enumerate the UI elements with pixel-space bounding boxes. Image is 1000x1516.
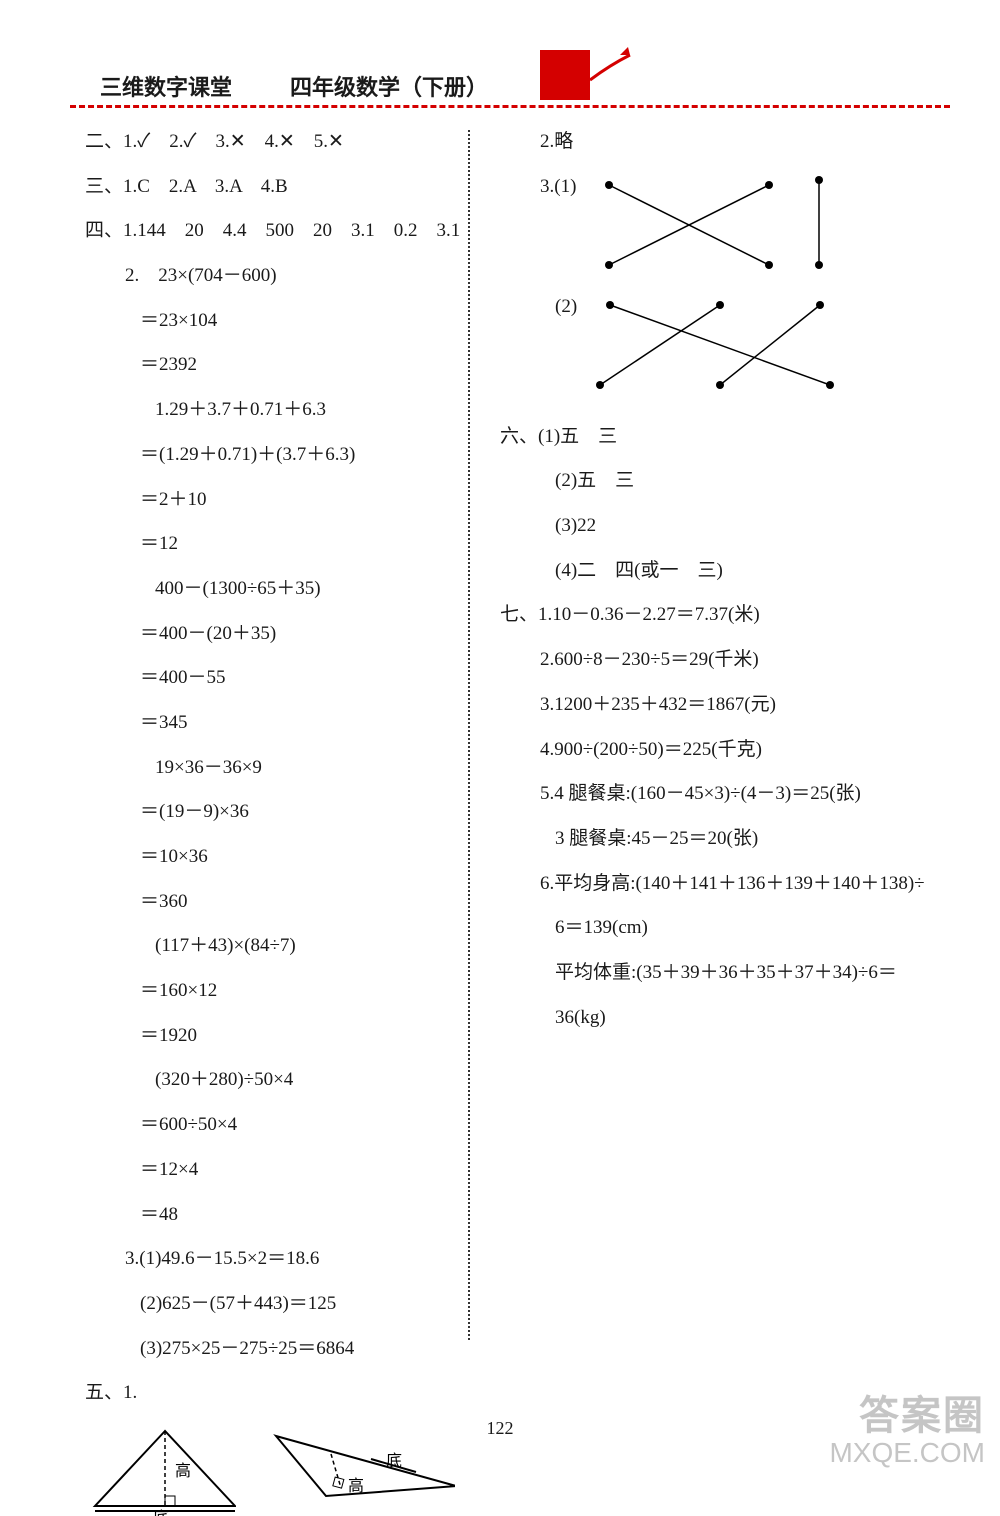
answer-line: ＝400－(20＋35): [85, 622, 455, 647]
answer-line: ＝12×4: [85, 1158, 455, 1183]
answer-line: ＝2392: [85, 353, 455, 378]
answer-line: 2.略: [500, 130, 950, 155]
left-column: 二、1.✓ 2.✓ 3.✕ 4.✕ 5.✕ 三、1.C 2.A 3.A 4.B …: [85, 130, 455, 1516]
header-subtitle: 四年级数学（下册）: [290, 70, 488, 102]
answer-line: 5.4 腿餐桌:(160－45×3)÷(4－3)＝25(张): [500, 782, 950, 807]
diagram-label: 3.(1): [500, 175, 950, 275]
answer-line: ＝(1.29＋0.71)＋(3.7＋6.3): [85, 443, 455, 468]
answer-line: (320＋280)÷50×4: [85, 1068, 455, 1093]
answer-line: 七、1.10－0.36－2.27＝7.37(米): [500, 603, 950, 628]
answer-line: (3)22: [500, 514, 950, 539]
answer-line: ＝400－55: [85, 666, 455, 691]
answer-line: 3.1200＋235＋432＝1867(元): [500, 693, 950, 718]
answer-line: (2)625－(57＋443)＝125: [85, 1292, 455, 1317]
answer-line: 19×36－36×9: [85, 756, 455, 781]
answer-line: ＝600÷50×4: [85, 1113, 455, 1138]
triangle-diagrams: 高 底 底 高: [85, 1426, 455, 1516]
answer-line: ＝360: [85, 890, 455, 915]
watermark-line2: MXQE.COM: [829, 1438, 985, 1469]
answer-line: 四、1.144 20 4.4 500 20 3.1 0.2 3.1: [85, 219, 455, 244]
answer-line: ＝(19－9)×36: [85, 800, 455, 825]
watermark-line1: 答案圈: [829, 1394, 985, 1438]
answer-line: 六、(1)五 三: [500, 425, 950, 450]
label-text: 3.(1): [540, 176, 576, 197]
answer-line: 3 腿餐桌:45－25＝20(张): [500, 827, 950, 852]
header-arrow-icon: [590, 45, 650, 85]
header-title: 三维数字课堂: [100, 70, 232, 102]
answer-line: ＝10×36: [85, 845, 455, 870]
answer-line: 6.平均身高:(140＋141＋136＋139＋140＋138)÷: [500, 872, 950, 897]
diagram-label: (2): [500, 295, 950, 395]
answer-line: 三、1.C 2.A 3.A 4.B: [85, 175, 455, 200]
answer-line: ＝48: [85, 1203, 455, 1228]
answer-line: ＝2＋10: [85, 488, 455, 513]
answer-line: ＝160×12: [85, 979, 455, 1004]
page-header: 三维数字课堂 四年级数学（下册）: [0, 70, 1000, 130]
answer-line: 36(kg): [500, 1006, 950, 1031]
answer-line: 五、1.: [85, 1381, 455, 1406]
answer-line: 1.29＋3.7＋0.71＋6.3: [85, 398, 455, 423]
triangle1-icon: 高 底: [85, 1426, 236, 1516]
answer-line: 3.(1)49.6－15.5×2＝18.6: [85, 1247, 455, 1272]
answer-line: ＝345: [85, 711, 455, 736]
cross-diagram-1: [589, 175, 849, 275]
answer-line: 平均体重:(35＋39＋36＋35＋37＋34)÷6＝: [500, 961, 950, 986]
answer-line: 2. 23×(704－600): [85, 264, 455, 289]
answer-line: (2)五 三: [500, 469, 950, 494]
triangle2-icon: 底 高: [266, 1426, 455, 1516]
watermark: 答案圈 MXQE.COM: [829, 1394, 985, 1469]
answer-line: ＝12: [85, 532, 455, 557]
answer-line: 二、1.✓ 2.✓ 3.✕ 4.✕ 5.✕: [85, 130, 455, 155]
answer-line: (117＋43)×(84÷7): [85, 934, 455, 959]
answer-line: 2.600÷8－230÷5＝29(千米): [500, 648, 950, 673]
answer-line: 6＝139(cm): [500, 916, 950, 941]
answer-line: 400－(1300÷65＋35): [85, 577, 455, 602]
answer-line: (4)二 四(或一 三): [500, 559, 950, 584]
answer-line: ＝23×104: [85, 309, 455, 334]
header-dashed-rule: [70, 105, 950, 108]
right-column: 2.略 3.(1) (2) 六、(1)五 三 (2)五 三 (3)22 (4)二…: [500, 130, 950, 1050]
column-divider: [468, 130, 470, 1340]
label-text: (2): [555, 296, 577, 317]
cross-diagram-2: [590, 295, 850, 395]
svg-text:高: 高: [175, 1462, 191, 1480]
svg-text:高: 高: [348, 1477, 364, 1495]
header-red-block: [540, 50, 590, 100]
answer-line: (3)275×25－275÷25＝6864: [85, 1337, 455, 1362]
answer-line: 4.900÷(200÷50)＝225(千克): [500, 738, 950, 763]
answer-line: ＝1920: [85, 1024, 455, 1049]
